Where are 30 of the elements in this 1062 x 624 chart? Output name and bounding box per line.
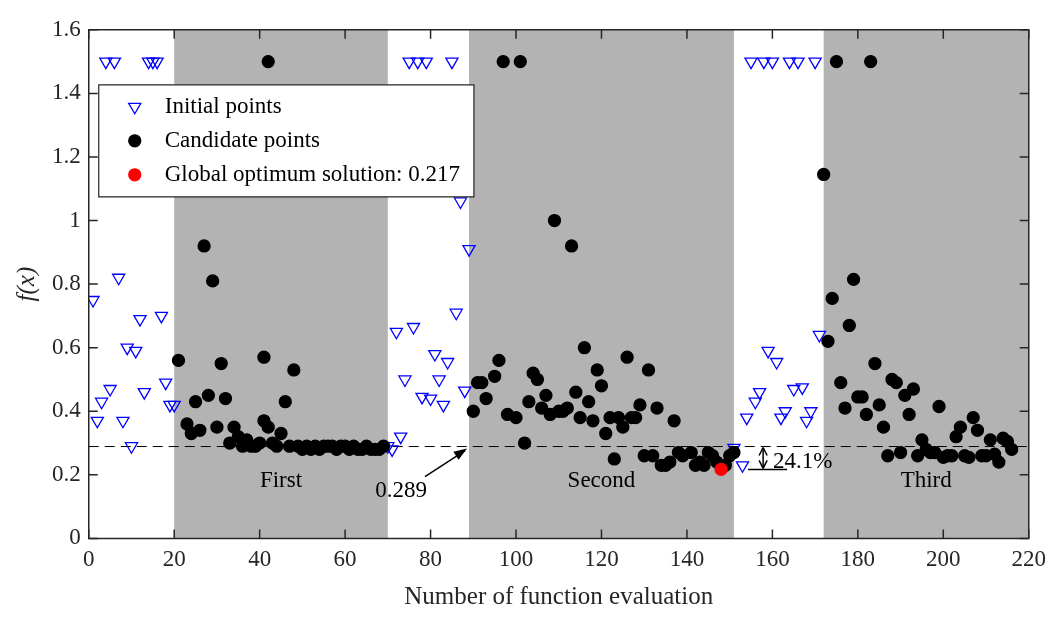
legend-label: Candidate points xyxy=(164,126,321,152)
annotation: 0.289 xyxy=(375,476,427,502)
y-tick-label: 1.6 xyxy=(52,15,81,41)
x-axis-title: Number of function evaluation xyxy=(404,581,714,609)
x-tick-label: 20 xyxy=(162,546,186,572)
x-tick-label: 160 xyxy=(755,546,790,572)
x-tick-label: 140 xyxy=(669,546,705,572)
x-tick-label: 60 xyxy=(333,546,357,572)
annotation: 24.1% xyxy=(773,448,833,474)
x-tick-label: 120 xyxy=(584,546,619,572)
x-tick-label: 80 xyxy=(419,546,443,572)
x-tick-label: 180 xyxy=(840,546,876,572)
legend-label: Global optimum solution: 0.217 xyxy=(164,160,460,186)
y-tick-label: 0 xyxy=(69,524,81,550)
x-tick-label: 100 xyxy=(498,546,534,572)
y-tick-label: 1.4 xyxy=(52,79,82,105)
y-tick-label: 0.6 xyxy=(52,333,81,359)
y-tick-label: 1 xyxy=(69,206,81,232)
x-tick-label: 40 xyxy=(248,546,272,572)
y-tick-label: 1.2 xyxy=(52,143,81,168)
y-tick-label: 0.2 xyxy=(52,460,81,486)
y-tick-label: 0.8 xyxy=(52,270,81,296)
band-label: Third xyxy=(900,467,953,493)
x-tick-label: 220 xyxy=(1011,546,1046,572)
legend-label: Initial points xyxy=(164,92,282,118)
x-tick-label: 200 xyxy=(926,546,961,572)
band-label: Second xyxy=(567,467,636,493)
y-tick-label: 0.4 xyxy=(52,397,82,423)
y-axis-title: f(x) xyxy=(11,266,40,302)
band-label: First xyxy=(259,467,303,493)
